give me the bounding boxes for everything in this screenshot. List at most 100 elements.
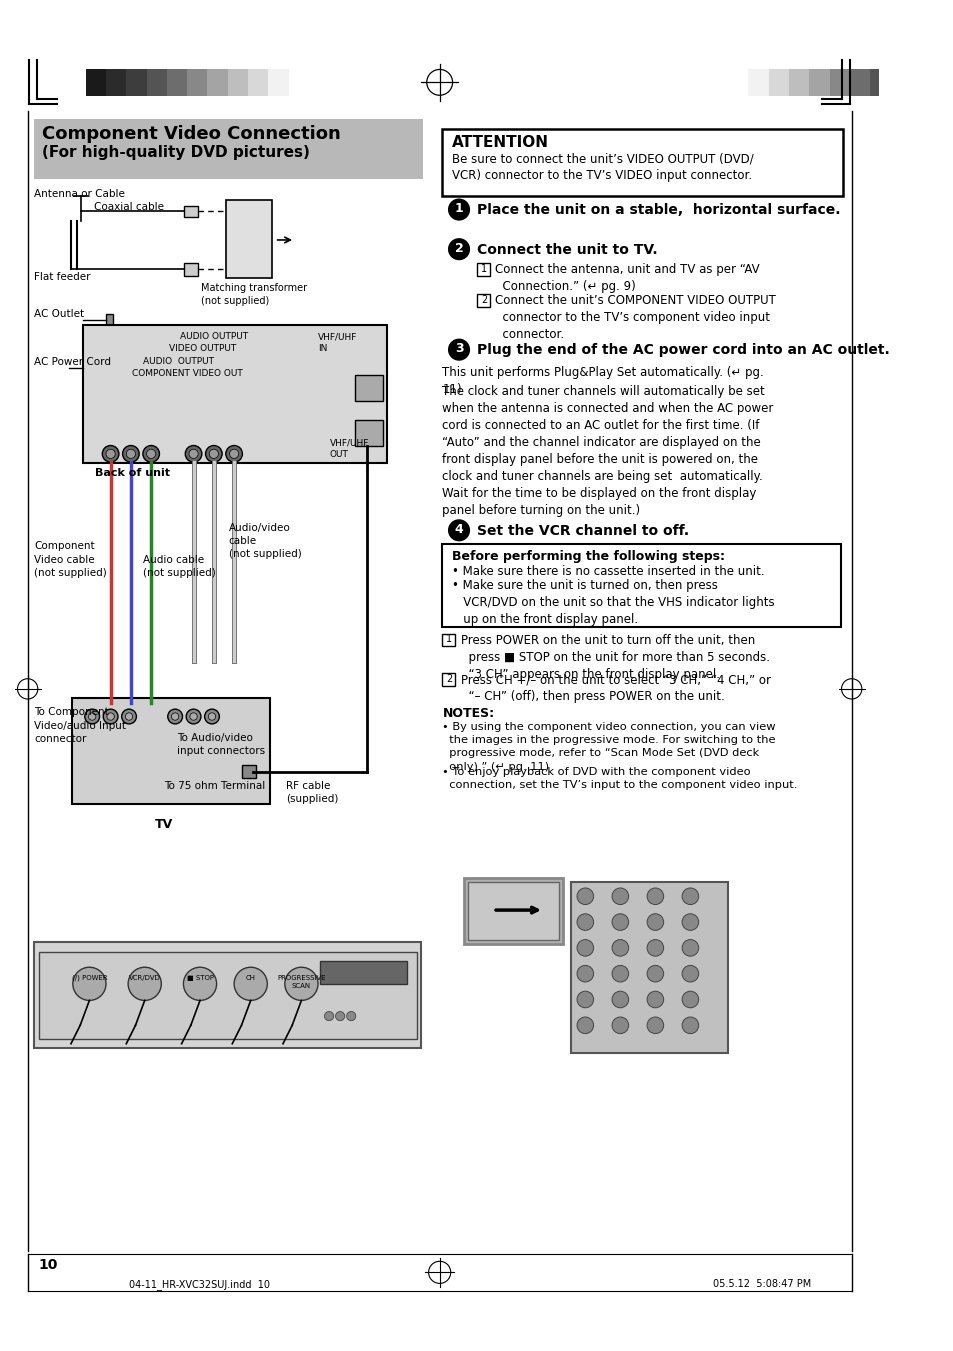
Text: NOTES:: NOTES: [442, 708, 494, 720]
Bar [468, 882, 558, 939]
Bar [187, 69, 207, 96]
Circle shape [72, 967, 106, 1001]
Bar [869, 69, 889, 96]
Bar [442, 673, 455, 686]
Circle shape [324, 1012, 334, 1021]
Text: AC Power Cord: AC Power Cord [34, 357, 111, 367]
Text: The clock and tuner channels will automatically be set
when the antenna is conne: The clock and tuner channels will automa… [442, 385, 773, 516]
Circle shape [147, 450, 155, 458]
Circle shape [233, 967, 267, 1001]
Circle shape [230, 450, 238, 458]
Text: TV: TV [465, 882, 479, 893]
Circle shape [646, 992, 663, 1008]
Circle shape [612, 1017, 628, 1034]
Bar [106, 69, 126, 96]
Bar [849, 69, 869, 96]
Circle shape [107, 713, 114, 720]
Bar [476, 263, 490, 276]
Circle shape [205, 446, 222, 462]
Circle shape [126, 450, 135, 458]
Circle shape [681, 992, 698, 1008]
Circle shape [681, 1017, 698, 1034]
Bar [207, 69, 228, 96]
Text: 2: 2 [445, 674, 452, 684]
Circle shape [448, 238, 470, 261]
Text: VCR/DVD: VCR/DVD [129, 974, 160, 981]
Circle shape [208, 713, 215, 720]
Text: Connect the antenna, unit and TV as per “AV
  Connection.” (↵ pg. 9): Connect the antenna, unit and TV as per … [495, 263, 759, 293]
Circle shape [346, 1012, 355, 1021]
Circle shape [577, 888, 593, 905]
Text: 2: 2 [455, 242, 463, 255]
Circle shape [646, 888, 663, 905]
Text: RF cable
(supplied): RF cable (supplied) [286, 781, 337, 804]
Text: Antenna or Cable: Antenna or Cable [34, 189, 125, 200]
Bar [184, 205, 198, 218]
Bar [768, 69, 788, 96]
Text: Audio/video
cable
(not supplied): Audio/video cable (not supplied) [229, 523, 301, 559]
Bar [106, 313, 113, 327]
Text: Flat feeder: Flat feeder [34, 273, 91, 282]
Circle shape [577, 1017, 593, 1034]
Bar [571, 882, 727, 1052]
Bar [39, 951, 416, 1039]
Text: (For high-quality DVD pictures): (For high-quality DVD pictures) [42, 145, 310, 159]
Bar [748, 69, 768, 96]
Circle shape [285, 967, 317, 1001]
Circle shape [612, 992, 628, 1008]
Bar [184, 263, 198, 276]
Text: 10: 10 [39, 1258, 58, 1271]
Text: CH: CH [246, 974, 255, 981]
Bar [355, 420, 382, 446]
Text: To 75 ohm Terminal: To 75 ohm Terminal [164, 781, 265, 792]
Text: To Audio/video
input connectors: To Audio/video input connectors [177, 734, 265, 757]
Text: Matching transformer
(not supplied): Matching transformer (not supplied) [201, 284, 307, 307]
Text: Be sure to connect the unit’s VIDEO OUTPUT (DVD/
VCR) connector to the TV’s VIDE: Be sure to connect the unit’s VIDEO OUTP… [451, 153, 753, 182]
Text: Connect the unit to TV.: Connect the unit to TV. [476, 243, 658, 257]
Text: Component
Video cable
(not supplied): Component Video cable (not supplied) [34, 542, 107, 578]
Text: TV: TV [154, 817, 172, 831]
Text: 05.5.12  5:08:47 PM: 05.5.12 5:08:47 PM [712, 1279, 810, 1289]
Text: 04-11_HR-XVC32SUJ.indd  10: 04-11_HR-XVC32SUJ.indd 10 [129, 1279, 270, 1290]
Circle shape [172, 713, 178, 720]
Text: Plug the end of the AC power cord into an AC outlet.: Plug the end of the AC power cord into a… [476, 343, 889, 357]
Text: AC Outlet: AC Outlet [34, 309, 84, 319]
Text: Component Video Connection: Component Video Connection [42, 124, 341, 143]
Circle shape [577, 939, 593, 957]
Bar [788, 69, 808, 96]
Text: • Make sure the unit is turned on, then press
   VCR/DVD on the unit so that the: • Make sure the unit is turned on, then … [451, 580, 774, 626]
Bar [829, 69, 849, 96]
Circle shape [85, 709, 99, 724]
Circle shape [186, 709, 201, 724]
Text: AUDIO OUTPUT: AUDIO OUTPUT [179, 332, 248, 342]
Circle shape [681, 966, 698, 982]
Circle shape [204, 709, 219, 724]
Bar [889, 69, 910, 96]
Text: • By using the component video connection, you can view
  the images in the prog: • By using the component video connectio… [442, 721, 775, 771]
Text: Audio cable
(not supplied): Audio cable (not supplied) [143, 555, 215, 578]
Circle shape [185, 446, 202, 462]
Circle shape [226, 446, 242, 462]
Text: VHF/UHF
IN: VHF/UHF IN [317, 332, 357, 353]
Circle shape [577, 992, 593, 1008]
Text: Before performing the following steps:: Before performing the following steps: [451, 550, 724, 562]
Bar [242, 766, 256, 778]
Text: Set the VCR channel to off.: Set the VCR channel to off. [476, 524, 689, 538]
Circle shape [183, 967, 216, 1001]
Bar [463, 878, 562, 944]
Bar [319, 961, 407, 984]
Bar [476, 295, 490, 307]
Bar [442, 130, 842, 196]
Bar [34, 119, 422, 180]
Circle shape [448, 199, 470, 220]
Circle shape [143, 446, 159, 462]
Circle shape [106, 450, 115, 458]
Text: • To enjoy playback of DVD with the component video
  connection, set the TV’s i: • To enjoy playback of DVD with the comp… [442, 767, 797, 790]
Bar [71, 698, 270, 804]
Circle shape [103, 709, 118, 724]
Circle shape [577, 966, 593, 982]
Bar [248, 69, 268, 96]
Circle shape [209, 450, 218, 458]
Text: VHF/UHF
OUT: VHF/UHF OUT [330, 438, 369, 459]
Bar [126, 69, 147, 96]
